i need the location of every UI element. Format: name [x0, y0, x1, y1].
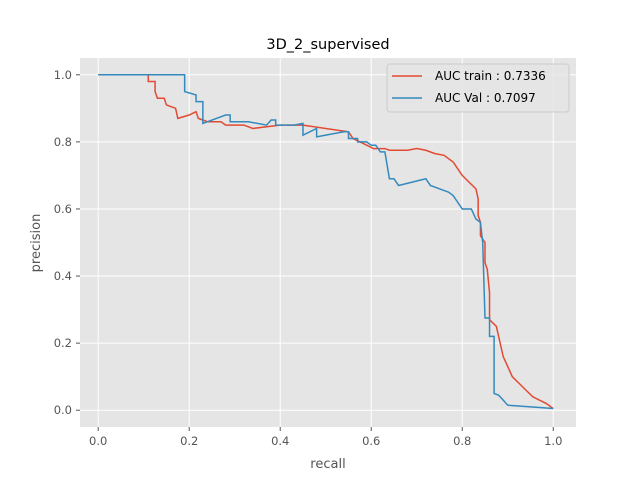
y-axis-label: precision	[29, 214, 44, 273]
x-tick-label: 0.6	[362, 434, 380, 448]
legend-label-val: AUC Val : 0.7097	[435, 91, 536, 105]
legend-label-train: AUC train : 0.7336	[435, 69, 546, 83]
y-tick-label: 0.0	[54, 403, 72, 417]
y-tick-label: 1.0	[54, 68, 72, 82]
train-curve	[98, 74, 554, 410]
y-tick-label: 0.2	[54, 336, 72, 350]
legend: AUC train : 0.7336 AUC Val : 0.7097	[386, 63, 570, 113]
val-curve	[98, 74, 554, 410]
x-tick-label: 0.4	[271, 434, 289, 448]
series-lines	[98, 74, 554, 410]
y-tick-label: 0.4	[54, 269, 72, 283]
y-tick-label: 0.6	[54, 202, 72, 216]
x-tick-label: 0.8	[453, 434, 471, 448]
x-tick-label: 1.0	[544, 434, 562, 448]
y-tick-label: 0.8	[54, 135, 72, 149]
x-tick-label: 0.0	[89, 434, 107, 448]
y-axis-ticks: 0.0 0.2 0.4 0.6 0.8 1.0	[54, 68, 80, 417]
grid-lines	[80, 58, 576, 427]
x-axis-ticks: 0.0 0.2 0.4 0.6 0.8 1.0	[89, 427, 562, 448]
legend-box	[386, 63, 570, 113]
x-tick-label: 0.2	[180, 434, 198, 448]
plot-area	[80, 58, 576, 427]
x-axis-label: recall	[310, 457, 345, 472]
chart-title: 3D_2_supervised	[266, 37, 389, 53]
